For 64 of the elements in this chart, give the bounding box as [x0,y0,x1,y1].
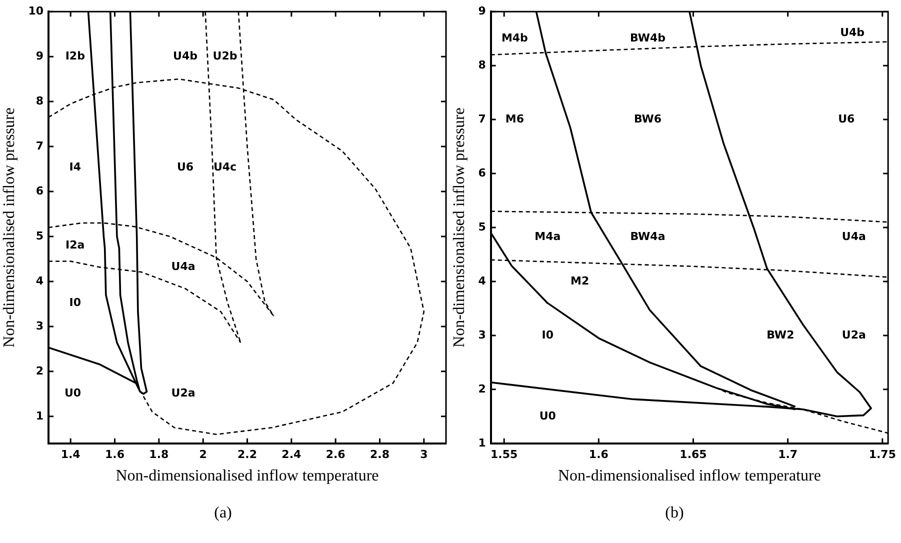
annotation: U4a [171,260,196,274]
annotation: U4c [213,160,237,174]
x-tick-label: 1.8 [149,448,169,461]
y-tick-label: 8 [36,94,44,108]
annotation: U0 [64,386,82,400]
annotation: U4b [840,26,865,40]
annotation: BW6 [634,112,662,126]
x-tick-label: 3 [420,448,428,461]
y-tick-label: 1 [36,409,44,422]
y-tick-label: 9 [36,49,44,62]
y-tick-label: 7 [36,139,44,152]
x-tick-label: 2.2 [238,448,258,461]
x-tick-label: 2.6 [326,448,346,461]
y-tick-label: 10 [28,4,44,18]
x-tick-label: 1.55 [490,448,518,461]
y-tick-label: 6 [478,166,486,180]
x-tick-label: 1.6 [105,448,125,461]
y-tick-label: 8 [478,58,486,72]
annotation: I2b [65,49,86,62]
x-axis-title: Non-dimensionalised inflow temperature [116,467,379,484]
annotation: I2a [66,238,85,252]
x-tick-label: 1.65 [680,448,707,461]
x-axis-title: Non-dimensionalised inflow temperature [558,467,821,484]
annotation: U6 [838,112,856,126]
annotation: U0 [539,409,556,422]
y-axis-title: Non-dimensionalised inflow pressure [450,108,468,348]
annotation: U2b [212,49,238,62]
annotation: M4b [501,31,528,44]
x-tick-label: 2 [199,448,207,461]
annotation: U4a [842,230,866,244]
annotation: U4b [173,49,198,62]
x-tick-label: 2.4 [282,448,302,461]
x-tick-label: 1.7 [778,448,798,461]
annotation: U6 [176,160,194,174]
annotation: BW4b [630,31,666,44]
y-tick-label: 3 [36,319,44,332]
x-tick-label: 1.75 [868,448,896,461]
x-tick-label: 1.6 [588,448,609,461]
annotation: M2 [570,274,590,288]
text: (b) [665,504,684,522]
x-tick-label: 2.8 [370,448,390,461]
y-tick-label: 7 [478,112,486,126]
y-tick-label: 6 [36,184,44,198]
annotation: M4a [534,230,561,244]
y-tick-label: 4 [36,274,44,288]
y-tick-label: 4 [478,274,486,288]
y-tick-label: 5 [478,220,486,234]
x-tick-label: 1.4 [60,448,81,461]
annotation: I0 [542,328,554,342]
annotation: BW4a [630,230,666,244]
y-tick-label: 1 [478,436,486,450]
y-tick-label: 2 [36,364,44,378]
y-axis-title: Non-dimensionalised inflow pressure [0,108,18,348]
y-tick-label: 9 [478,4,486,18]
y-tick-label: 2 [478,382,486,396]
y-tick-label: 5 [36,229,44,242]
text: (a) [214,504,232,522]
annotation: I4 [69,160,82,174]
annotation: U2a [171,386,196,400]
annotation: I0 [69,296,82,309]
annotation: U2a [842,328,866,342]
y-tick-label: 3 [478,328,486,342]
annotation: BW2 [766,328,794,342]
annotation: M6 [505,112,524,126]
